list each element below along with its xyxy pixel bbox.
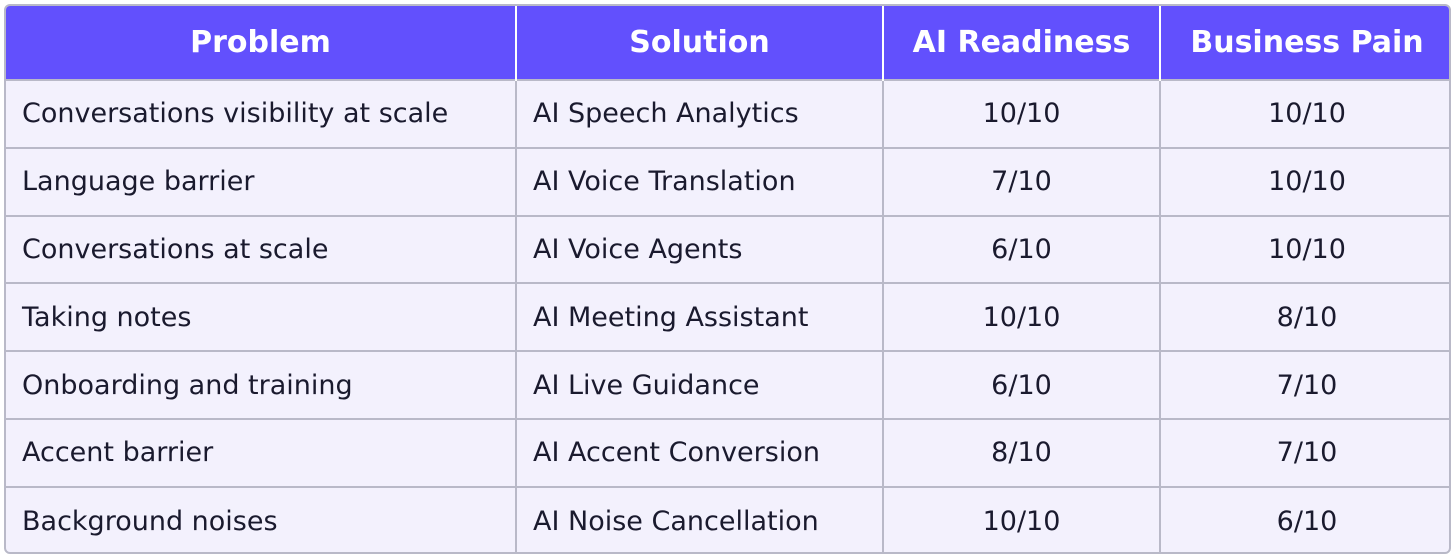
solution-cell: AI Live Guidance: [515, 350, 883, 419]
business-pain-cell: 10/10: [1159, 146, 1449, 216]
header-business-pain: Business Pain: [1159, 6, 1449, 80]
table-row: Conversations at scale AI Voice Agents 6…: [6, 214, 1449, 284]
table-body: Conversations visibility at scale AI Spe…: [6, 79, 1449, 552]
ai-readiness-cell: 7/10: [882, 146, 1160, 216]
header-row: Problem Solution AI Readiness Business P…: [6, 6, 1449, 80]
table-row: Onboarding and training AI Live Guidance…: [6, 350, 1449, 419]
business-pain-cell: 10/10: [1159, 214, 1449, 284]
problem-solution-table: Problem Solution AI Readiness Business P…: [6, 6, 1449, 552]
ai-readiness-cell: 6/10: [882, 350, 1160, 419]
problem-cell: Conversations visibility at scale: [6, 79, 516, 148]
business-pain-cell: 7/10: [1159, 417, 1449, 487]
problem-cell: Taking notes: [6, 282, 516, 352]
ai-readiness-cell: 10/10: [882, 282, 1160, 352]
header-ai-readiness: AI Readiness: [882, 6, 1160, 80]
table-row: Conversations visibility at scale AI Spe…: [6, 79, 1449, 148]
problem-cell: Language barrier: [6, 146, 516, 216]
solution-cell: AI Voice Agents: [515, 214, 883, 284]
problem-cell: Background noises: [6, 485, 516, 552]
ai-readiness-cell: 10/10: [882, 79, 1160, 148]
business-pain-cell: 6/10: [1159, 485, 1449, 552]
problem-cell: Conversations at scale: [6, 214, 516, 284]
table-row: Background noises AI Noise Cancellation …: [6, 485, 1449, 552]
ai-readiness-cell: 8/10: [882, 417, 1160, 487]
header-solution: Solution: [515, 6, 883, 80]
problem-cell: Accent barrier: [6, 417, 516, 487]
table-row: Language barrier AI Voice Translation 7/…: [6, 146, 1449, 216]
ai-readiness-cell: 6/10: [882, 214, 1160, 284]
solution-cell: AI Speech Analytics: [515, 79, 883, 148]
solution-cell: AI Noise Cancellation: [515, 485, 883, 552]
table-header: Problem Solution AI Readiness Business P…: [6, 6, 1449, 80]
business-pain-cell: 8/10: [1159, 282, 1449, 352]
table-row: Taking notes AI Meeting Assistant 10/10 …: [6, 282, 1449, 352]
solution-cell: AI Meeting Assistant: [515, 282, 883, 352]
table-row: Accent barrier AI Accent Conversion 8/10…: [6, 417, 1449, 487]
comparison-table-container: Problem Solution AI Readiness Business P…: [4, 4, 1451, 554]
business-pain-cell: 7/10: [1159, 350, 1449, 419]
solution-cell: AI Voice Translation: [515, 146, 883, 216]
problem-cell: Onboarding and training: [6, 350, 516, 419]
solution-cell: AI Accent Conversion: [515, 417, 883, 487]
header-problem: Problem: [190, 25, 331, 60]
ai-readiness-cell: 10/10: [882, 485, 1160, 552]
business-pain-cell: 10/10: [1159, 79, 1449, 148]
